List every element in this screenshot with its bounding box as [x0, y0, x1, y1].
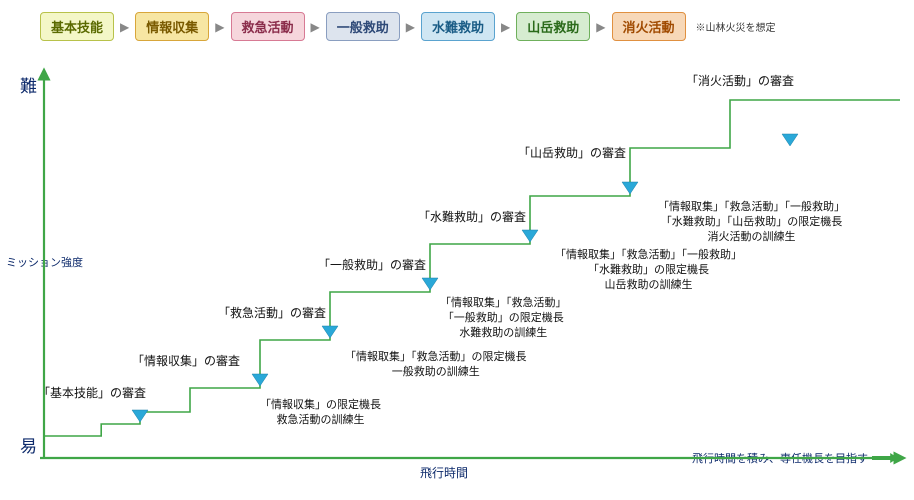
audit-label: 「救急活動」の審査 — [218, 304, 326, 321]
audit-marker-icon — [622, 182, 638, 194]
audit-marker-icon — [132, 410, 148, 422]
staircase-path — [44, 100, 900, 436]
audit-marker-icon — [252, 374, 268, 386]
audit-marker-icon — [422, 278, 438, 290]
audit-label: 「消火活動」の審査 — [686, 72, 794, 89]
pilot-qualification-block: 「情報取集」「救急活動」の限定機長一般救助の訓練生 — [345, 350, 527, 380]
audit-label: 「基本技能」の審査 — [38, 384, 146, 401]
diagram-stage: 基本技能▶情報収集▶救急活動▶一般救助▶水難救助▶山岳救助▶消火活動※山林火災を… — [0, 0, 914, 500]
audit-marker-icon — [522, 230, 538, 242]
pilot-qualification-block: 「情報取集」「救急活動」「一般救助」「水難救助」「山岳救助」の限定機長消火活動の… — [658, 200, 845, 245]
audit-label: 「一般救助」の審査 — [318, 256, 426, 273]
audit-label: 「水難救助」の審査 — [418, 208, 526, 225]
audit-label: 「情報収集」の審査 — [132, 352, 240, 369]
audit-marker-icon — [782, 134, 798, 146]
audit-label: 「山岳救助」の審査 — [518, 144, 626, 161]
pilot-qualification-block: 「情報取集」「救急活動」「一般救助」「水難救助」の限定機長山岳救助の訓練生 — [555, 248, 742, 293]
pilot-qualification-block: 「情報収集」の限定機長救急活動の訓練生 — [260, 398, 381, 428]
audit-marker-icon — [322, 326, 338, 338]
pilot-qualification-block: 「情報取集」「救急活動」「一般救助」の限定機長水難救助の訓練生 — [440, 296, 567, 341]
